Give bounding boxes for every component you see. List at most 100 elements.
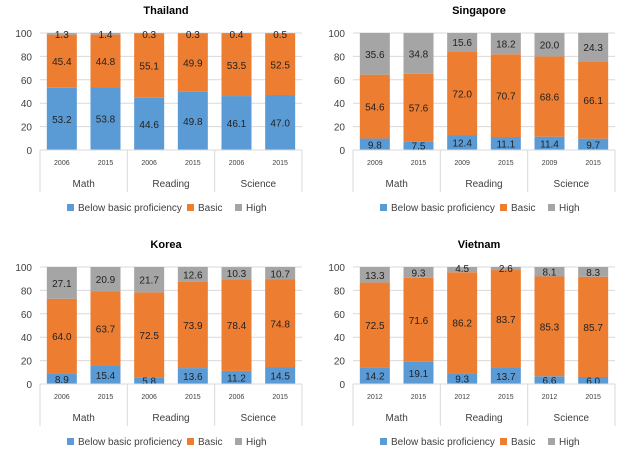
data-label: 0.4	[230, 30, 244, 41]
group-label: Math	[386, 179, 408, 190]
data-label: 45.4	[52, 57, 72, 68]
data-label: 55.1	[139, 62, 159, 73]
data-label: 57.6	[409, 104, 429, 115]
legend-swatch	[500, 204, 507, 211]
y-tick-label: 60	[334, 310, 346, 321]
group-label: Reading	[152, 179, 189, 190]
x-tick-label: 2006	[141, 394, 157, 401]
y-tick-label: 80	[334, 52, 346, 63]
x-tick-label: 2015	[585, 394, 601, 401]
data-label: 71.6	[409, 316, 429, 327]
x-tick-label: 2006	[54, 160, 70, 167]
x-tick-label: 2009	[454, 160, 470, 167]
x-tick-label: 2015	[272, 160, 288, 167]
data-label: 53.5	[227, 61, 247, 72]
data-label: 20.9	[96, 275, 116, 286]
chart-title: Vietnam	[458, 239, 501, 251]
legend-label: High	[559, 437, 580, 448]
x-tick-label: 2015	[98, 394, 114, 401]
legend-swatch	[380, 438, 387, 445]
group-label: Science	[241, 413, 277, 424]
data-label: 1.3	[55, 30, 69, 41]
y-tick-label: 20	[334, 357, 346, 368]
legend-label: Below basic proficiency	[78, 203, 182, 214]
legend-label: Below basic proficiency	[391, 203, 495, 214]
y-tick-label: 80	[21, 52, 33, 63]
y-tick-label: 0	[26, 380, 32, 391]
chart-panel-thailand: Thailand02040608010053.245.41.3200653.84…	[15, 5, 302, 214]
group-label: Science	[554, 179, 590, 190]
chart-panel-korea: Korea0204060801008.964.027.1200615.463.7…	[15, 239, 302, 448]
data-label: 0.5	[273, 30, 287, 41]
data-label: 52.5	[270, 60, 290, 71]
y-tick-label: 40	[334, 99, 346, 110]
legend-label: Below basic proficiency	[391, 437, 495, 448]
data-label: 7.5	[412, 142, 426, 153]
data-label: 1.4	[99, 30, 113, 41]
data-label: 10.3	[227, 269, 247, 280]
data-label: 0.3	[186, 30, 200, 41]
x-tick-label: 2015	[98, 160, 114, 167]
data-label: 64.0	[52, 332, 72, 343]
y-tick-label: 20	[21, 357, 33, 368]
data-label: 12.4	[452, 139, 472, 150]
data-label: 11.1	[496, 140, 515, 151]
data-label: 53.2	[52, 115, 72, 126]
y-tick-label: 100	[15, 29, 32, 40]
data-label: 70.7	[496, 92, 516, 103]
x-tick-label: 2015	[411, 394, 427, 401]
x-tick-label: 2009	[542, 160, 558, 167]
chart-title: Thailand	[143, 5, 188, 17]
data-label: 66.1	[583, 96, 603, 107]
data-label: 19.1	[409, 369, 429, 380]
data-label: 72.5	[139, 331, 159, 342]
y-tick-label: 100	[328, 263, 345, 274]
legend-label: Basic	[511, 203, 535, 214]
data-label: 46.1	[227, 119, 247, 130]
data-label: 47.0	[270, 119, 290, 130]
data-label: 14.5	[270, 372, 290, 383]
y-tick-label: 100	[15, 263, 32, 274]
data-label: 78.4	[227, 321, 247, 332]
data-label: 49.8	[183, 117, 203, 128]
data-label: 4.5	[455, 264, 469, 275]
y-tick-label: 60	[334, 76, 346, 87]
x-tick-label: 2015	[585, 160, 601, 167]
data-label: 54.6	[365, 103, 385, 114]
x-tick-label: 2006	[229, 160, 245, 167]
group-label: Math	[73, 413, 95, 424]
y-tick-label: 20	[334, 123, 346, 134]
chart-panel-singapore: Singapore0204060801009.854.635.620097.55…	[328, 5, 615, 214]
legend-label: Basic	[198, 437, 222, 448]
data-label: 63.7	[96, 325, 116, 336]
data-label: 8.3	[586, 268, 600, 279]
legend-swatch	[548, 204, 555, 211]
y-tick-label: 60	[21, 76, 33, 87]
legend-swatch	[235, 438, 242, 445]
data-label: 44.6	[139, 120, 159, 131]
data-label: 6.6	[543, 376, 557, 387]
y-tick-label: 0	[339, 380, 345, 391]
data-label: 6.0	[586, 376, 600, 387]
data-label: 8.1	[543, 268, 557, 279]
group-label: Math	[386, 413, 408, 424]
legend-label: Below basic proficiency	[78, 437, 182, 448]
data-label: 0.3	[142, 30, 156, 41]
legend-swatch	[187, 438, 194, 445]
legend-swatch	[235, 204, 242, 211]
group-label: Reading	[152, 413, 189, 424]
x-tick-label: 2015	[272, 394, 288, 401]
legend-swatch	[548, 438, 555, 445]
data-label: 72.5	[365, 321, 385, 332]
data-label: 53.8	[96, 115, 116, 126]
data-label: 35.6	[365, 50, 385, 61]
data-label: 5.8	[142, 377, 156, 388]
x-tick-label: 2015	[498, 394, 514, 401]
chart-title: Korea	[150, 239, 182, 251]
legend-swatch	[187, 204, 194, 211]
data-label: 18.2	[496, 40, 516, 51]
data-label: 14.2	[365, 372, 385, 383]
legend-swatch	[500, 438, 507, 445]
